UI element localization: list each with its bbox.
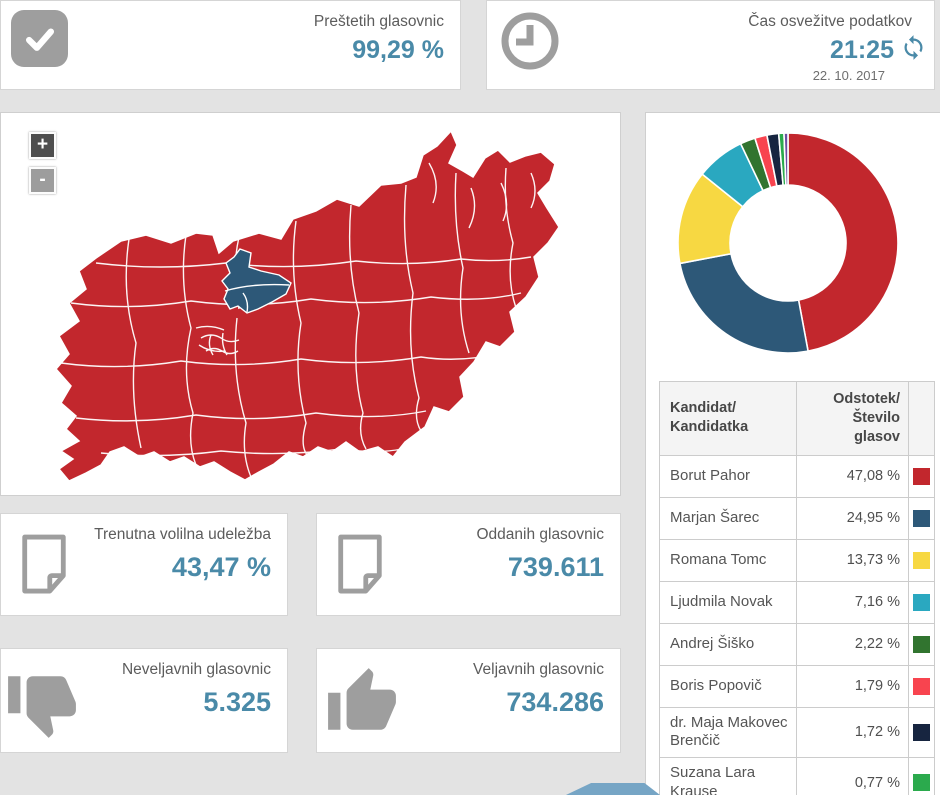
percent-value: 13,73 % (846, 551, 900, 568)
donut-chart[interactable] (646, 116, 940, 369)
turnout-value: 43,47 % (171, 552, 271, 583)
counted-ballots-value: 99,29 % (352, 36, 444, 65)
color-swatch (913, 509, 930, 527)
slovenia-map[interactable] (1, 113, 620, 495)
candidate-result: 7,16 %52.549 (796, 580, 909, 624)
color-swatch (913, 723, 930, 741)
color-swatch (913, 551, 930, 569)
color-swatch (913, 635, 930, 653)
results-table: Kandidat/Kandidatka Odstotek/Število gla… (659, 381, 935, 795)
map-panel: + - (0, 112, 621, 496)
candidate-name: dr. Maja Makovec Brenčič (659, 706, 797, 759)
candidate-name: Marjan Šarec (659, 496, 797, 540)
page-icon (17, 532, 71, 603)
color-swatch (913, 774, 930, 792)
counted-ballots-label: Preštetih glasovnic (313, 13, 444, 30)
bottom-ribbon (565, 783, 660, 795)
candidate-result: 24,95 %183.220 (796, 496, 909, 540)
invalid-ballots-label: Neveljavnih glasovnic (121, 661, 271, 678)
valid-ballots-value: 734.286 (506, 687, 604, 718)
valid-ballots-card: Veljavnih glasovnic 734.286 (316, 648, 621, 753)
percent-value: 7,16 % (854, 593, 900, 610)
checkmark-icon (11, 10, 68, 67)
color-swatch-cell (908, 622, 935, 666)
clock-icon (498, 9, 562, 78)
color-column-header (908, 381, 935, 456)
municipality-borders (60, 162, 536, 478)
candidate-name: Suzana Lara Krause (659, 757, 797, 795)
color-swatch-cell (908, 538, 935, 582)
percent-column-header: Odstotek/Število glasov (796, 381, 909, 456)
percent-value: 2,22 % (854, 635, 900, 652)
thumbs-down-icon (5, 667, 79, 746)
thumbs-up-icon (325, 665, 399, 744)
counted-ballots-card: Preštetih glasovnic 99,29 % (0, 0, 461, 90)
percent-value: 1,72 % (854, 724, 900, 741)
color-swatch-cell (908, 664, 935, 708)
color-swatch (913, 593, 930, 611)
map-zoom-out-button[interactable]: - (29, 167, 56, 194)
refresh-time-value: 21:25 (830, 35, 894, 64)
candidate-result: 13,73 %100.853 (796, 538, 909, 582)
color-swatch-cell (908, 454, 935, 498)
candidate-name: Borut Pahor (659, 454, 797, 498)
page-icon (333, 532, 387, 603)
color-swatch (913, 467, 930, 485)
ballots-cast-card: Oddanih glasovnic 739.611 (316, 513, 621, 616)
refresh-icon[interactable] (900, 34, 927, 66)
map-region-highlight[interactable] (221, 248, 292, 314)
candidate-name: Andrej Šiško (659, 622, 797, 666)
ballots-cast-value: 739.611 (507, 552, 604, 583)
color-swatch-cell (908, 706, 935, 759)
percent-value: 24,95 % (846, 509, 900, 526)
candidate-result: 1,79 %13.110 (796, 664, 909, 708)
ballots-cast-label: Oddanih glasovnic (476, 526, 604, 543)
donut-slice-1[interactable] (678, 252, 810, 354)
percent-value: 47,08 % (846, 467, 900, 484)
candidate-result: 0,77 %5.679 (796, 757, 909, 795)
candidate-name: Romana Tomc (659, 538, 797, 582)
valid-ballots-label: Veljavnih glasovnic (473, 661, 604, 678)
color-swatch-cell (908, 757, 935, 795)
color-swatch-cell (908, 496, 935, 540)
invalid-ballots-value: 5.325 (203, 687, 271, 718)
map-zoom-in-button[interactable]: + (29, 132, 56, 159)
donut-slice-8[interactable] (783, 132, 789, 186)
invalid-ballots-card: Neveljavnih glasovnic 5.325 (0, 648, 288, 753)
color-swatch (913, 677, 930, 695)
candidate-name: Ljudmila Novak (659, 580, 797, 624)
refresh-time-label: Čas osvežitve podatkov (748, 13, 912, 30)
candidate-result: 47,08 %345.696 (796, 454, 909, 498)
results-table-header-row: Kandidat/Kandidatka Odstotek/Število gla… (659, 381, 935, 456)
refresh-time-card: Čas osvežitve podatkov 21:25 22. 10. 201… (486, 0, 935, 90)
candidate-column-header: Kandidat/Kandidatka (659, 381, 797, 456)
candidate-name: Boris Popovič (659, 664, 797, 708)
donut-slice-0[interactable] (787, 132, 899, 353)
percent-value: 1,79 % (854, 677, 900, 694)
candidate-result: 2,22 %16.336 (796, 622, 909, 666)
percent-value: 0,77 % (854, 774, 900, 791)
results-panel: Kandidat/Kandidatka Odstotek/Število gla… (645, 112, 940, 795)
color-swatch-cell (908, 580, 935, 624)
turnout-card: Trenutna volilna udeležba 43,47 % (0, 513, 288, 616)
turnout-label: Trenutna volilna udeležba (94, 526, 271, 543)
candidate-result: 1,72 %12.612 (796, 706, 909, 759)
refresh-date: 22. 10. 2017 (812, 68, 885, 84)
